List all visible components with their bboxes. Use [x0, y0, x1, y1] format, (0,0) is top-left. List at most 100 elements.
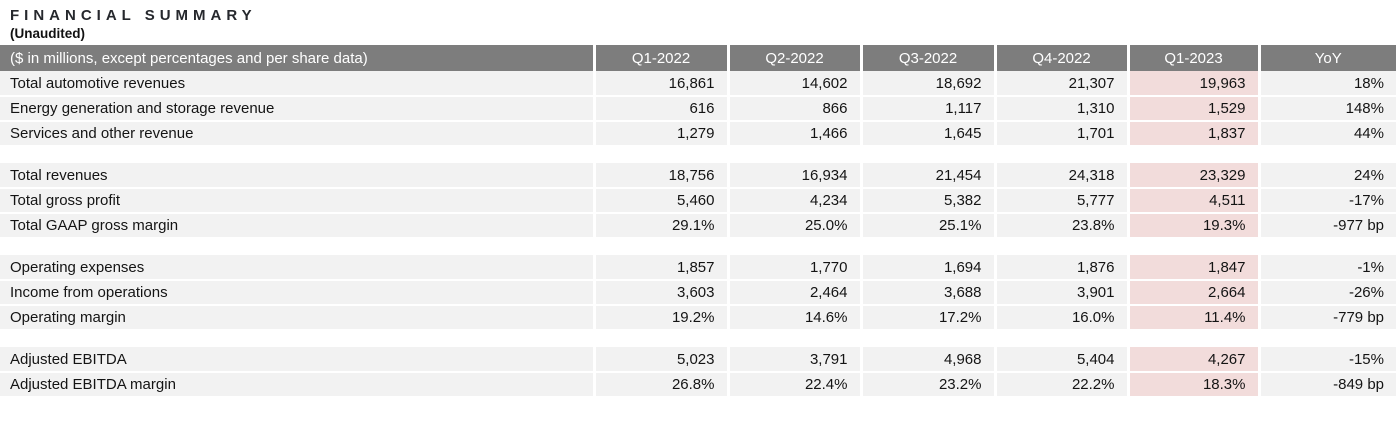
cell-q3-2022: 1,645	[859, 121, 995, 147]
cell-yoy: 18%	[1257, 71, 1396, 97]
cell-q2-2022: 1,466	[726, 121, 861, 147]
cell-q1-2022: 16,861	[592, 71, 728, 97]
cell-q3-2022: 5,382	[859, 188, 995, 214]
cell-q1-2022: 3,603	[592, 280, 728, 306]
cell-q2-2022: 4,234	[726, 188, 861, 214]
cell-q1-2022: 1,857	[592, 255, 728, 281]
cell-q1-2023: 4,267	[1126, 347, 1259, 373]
cell-q1-2022: 5,460	[592, 188, 728, 214]
row-label: Services and other revenue	[0, 121, 594, 147]
cell-q1-2022: 616	[592, 96, 728, 122]
table-row: Total gross profit 5,460 4,234 5,382 5,777 4,…	[0, 188, 1396, 214]
cell-yoy: -26%	[1257, 280, 1396, 306]
table-row: Operating margin 19.2% 14.6% 17.2% 16.0% 11.4…	[0, 305, 1396, 331]
cell-q1-2023: 19,963	[1126, 71, 1259, 97]
spacer-row	[0, 330, 1396, 347]
cell-q4-2022: 5,404	[993, 347, 1128, 373]
cell-q2-2022: 16,934	[726, 163, 861, 189]
cell-yoy: 148%	[1257, 96, 1396, 122]
cell-q3-2022: 18,692	[859, 71, 995, 97]
cell-yoy: 24%	[1257, 163, 1396, 189]
cell-q2-2022: 866	[726, 96, 861, 122]
page-title: FINANCIAL SUMMARY	[10, 7, 257, 24]
cell-q1-2023: 19.3%	[1126, 213, 1259, 239]
cell-yoy: -17%	[1257, 188, 1396, 214]
cell-q3-2022: 1,694	[859, 255, 995, 281]
cell-q1-2022: 29.1%	[592, 213, 728, 239]
table-body: Total automotive revenues 16,861 14,602 18,…	[0, 71, 1396, 398]
cell-q4-2022: 16.0%	[993, 305, 1128, 331]
cell-q4-2022: 24,318	[993, 163, 1128, 189]
cell-yoy: 44%	[1257, 121, 1396, 147]
table-row: Services and other revenue 1,279 1,466 1,64…	[0, 121, 1396, 147]
column-header-q2-2022: Q2-2022	[726, 45, 861, 71]
page-subtitle: (Unaudited)	[10, 26, 85, 41]
cell-yoy: -779 bp	[1257, 305, 1396, 331]
cell-yoy: -15%	[1257, 347, 1396, 373]
row-label: Energy generation and storage revenue	[0, 96, 594, 122]
table-row: Adjusted EBITDA margin 26.8% 22.4% 23.2% 22.…	[0, 372, 1396, 398]
table-row: Total revenues 18,756 16,934 21,454 24,318 23…	[0, 163, 1396, 189]
cell-q4-2022: 22.2%	[993, 372, 1128, 398]
table-header-row: ($ in millions, except percentages and p…	[0, 45, 1396, 71]
cell-q1-2023: 1,837	[1126, 121, 1259, 147]
cell-yoy: -1%	[1257, 255, 1396, 281]
column-header-q4-2022: Q4-2022	[993, 45, 1128, 71]
column-header-units-note: ($ in millions, except percentages and p…	[0, 45, 594, 71]
cell-q1-2023: 18.3%	[1126, 372, 1259, 398]
cell-q2-2022: 14.6%	[726, 305, 861, 331]
cell-q2-2022: 2,464	[726, 280, 861, 306]
cell-q3-2022: 3,688	[859, 280, 995, 306]
table-row: Adjusted EBITDA 5,023 3,791 4,968 5,404 4,267…	[0, 347, 1396, 373]
row-label: Total automotive revenues	[0, 71, 594, 97]
cell-q2-2022: 25.0%	[726, 213, 861, 239]
cell-q1-2023: 1,847	[1126, 255, 1259, 281]
cell-q2-2022: 14,602	[726, 71, 861, 97]
cell-q3-2022: 4,968	[859, 347, 995, 373]
row-label: Income from operations	[0, 280, 594, 306]
column-header-yoy: YoY	[1257, 45, 1396, 71]
spacer-row	[0, 146, 1396, 163]
cell-q4-2022: 21,307	[993, 71, 1128, 97]
cell-q2-2022: 1,770	[726, 255, 861, 281]
cell-q3-2022: 23.2%	[859, 372, 995, 398]
cell-q4-2022: 1,701	[993, 121, 1128, 147]
cell-q3-2022: 25.1%	[859, 213, 995, 239]
cell-q1-2022: 5,023	[592, 347, 728, 373]
table-row: Total automotive revenues 16,861 14,602 18,…	[0, 71, 1396, 97]
cell-q1-2022: 18,756	[592, 163, 728, 189]
cell-q2-2022: 22.4%	[726, 372, 861, 398]
table-row: Operating expenses 1,857 1,770 1,694 1,876 1,…	[0, 255, 1396, 281]
cell-q4-2022: 1,876	[993, 255, 1128, 281]
row-label: Adjusted EBITDA margin	[0, 372, 594, 398]
cell-q4-2022: 23.8%	[993, 213, 1128, 239]
row-label: Adjusted EBITDA	[0, 347, 594, 373]
row-label: Operating margin	[0, 305, 594, 331]
cell-q3-2022: 1,117	[859, 96, 995, 122]
column-header-q1-2022: Q1-2022	[592, 45, 728, 71]
cell-q1-2023: 11.4%	[1126, 305, 1259, 331]
cell-q1-2022: 1,279	[592, 121, 728, 147]
cell-q1-2023: 1,529	[1126, 96, 1259, 122]
table-row: Energy generation and storage revenue 616…	[0, 96, 1396, 122]
row-label: Total gross profit	[0, 188, 594, 214]
row-label: Total revenues	[0, 163, 594, 189]
cell-q4-2022: 3,901	[993, 280, 1128, 306]
cell-q3-2022: 21,454	[859, 163, 995, 189]
table-row: Income from operations 3,603 2,464 3,688 3,9…	[0, 280, 1396, 306]
cell-q1-2023: 23,329	[1126, 163, 1259, 189]
cell-q1-2023: 2,664	[1126, 280, 1259, 306]
cell-q4-2022: 5,777	[993, 188, 1128, 214]
cell-q1-2023: 4,511	[1126, 188, 1259, 214]
spacer-row	[0, 238, 1396, 255]
cell-q1-2022: 19.2%	[592, 305, 728, 331]
row-label: Operating expenses	[0, 255, 594, 281]
cell-q2-2022: 3,791	[726, 347, 861, 373]
row-label: Total GAAP gross margin	[0, 213, 594, 239]
cell-q4-2022: 1,310	[993, 96, 1128, 122]
cell-yoy: -849 bp	[1257, 372, 1396, 398]
cell-yoy: -977 bp	[1257, 213, 1396, 239]
table-row: Total GAAP gross margin 29.1% 25.0% 25.1% 23…	[0, 213, 1396, 239]
cell-q1-2022: 26.8%	[592, 372, 728, 398]
